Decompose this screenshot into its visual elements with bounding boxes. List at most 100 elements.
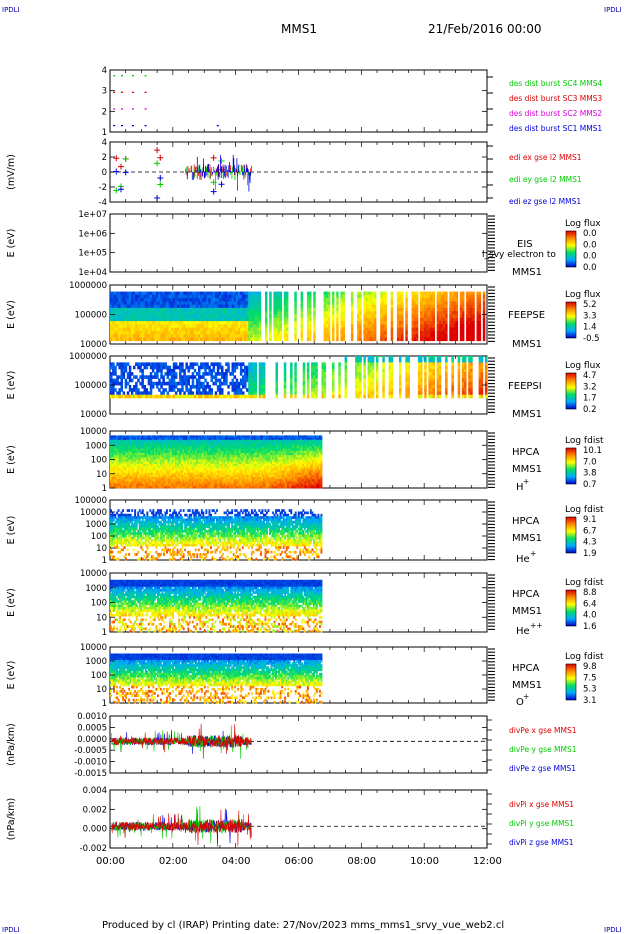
heatmap-cell xyxy=(187,435,190,438)
heatmap-cell xyxy=(432,301,435,306)
heatmap-cell xyxy=(200,330,203,335)
heatmap-cell xyxy=(143,439,146,443)
heatmap-cell xyxy=(432,391,435,395)
heatmap-cell xyxy=(190,450,193,454)
heatmap-cell xyxy=(178,468,181,471)
heatmap-cell xyxy=(119,448,121,452)
heatmap-cell xyxy=(231,368,234,373)
heatmap-cell xyxy=(134,442,137,445)
heatmap-cell xyxy=(122,311,126,315)
heatmap-cell xyxy=(415,324,419,328)
heatmap-cell xyxy=(135,330,138,335)
heatmap-cell xyxy=(200,362,203,366)
heatmap-cell xyxy=(134,461,137,465)
heatmap-cell xyxy=(181,483,184,487)
heatmap-cell xyxy=(155,450,158,454)
heatmap-cell xyxy=(373,298,377,302)
heatmap-cell xyxy=(189,385,193,389)
heatmap-cell xyxy=(399,394,402,399)
heatmap-cell xyxy=(166,468,168,471)
heatmap-cell xyxy=(311,385,314,389)
y-axis-label: E (eV) xyxy=(6,300,17,329)
heatmap-cell xyxy=(111,457,114,460)
heatmap-cell xyxy=(176,479,179,482)
heatmap-cell xyxy=(118,311,121,315)
heatmap-cell xyxy=(145,330,149,335)
heatmap-cell xyxy=(118,334,121,338)
heatmap-cell xyxy=(120,452,123,456)
heatmap-cell xyxy=(172,317,176,322)
heatmap-cell xyxy=(133,301,136,306)
heatmap-cell xyxy=(428,378,431,383)
heatmap-cell xyxy=(168,301,172,306)
heatmap-cell xyxy=(176,450,179,454)
heatmap-cell xyxy=(137,455,140,458)
heatmap-cell xyxy=(476,314,479,319)
heatmap-cell xyxy=(482,317,486,322)
heatmap-cell xyxy=(210,368,213,373)
heatmap-cell xyxy=(204,324,207,328)
heatmap-cell xyxy=(123,466,126,469)
heatmap-cell xyxy=(258,391,262,395)
heatmap-cell xyxy=(371,304,375,309)
heatmap-cell xyxy=(382,327,385,332)
heatmap-cell xyxy=(149,372,153,376)
y-tick-label: 3 xyxy=(102,87,107,97)
heatmap-cell xyxy=(166,483,168,487)
heatmap-cell xyxy=(135,301,138,306)
heatmap-cell xyxy=(246,330,249,335)
heatmap-cell xyxy=(254,378,257,383)
heatmap-cell xyxy=(384,291,387,296)
heatmap-cell xyxy=(424,388,427,392)
heatmap-cell xyxy=(110,450,112,454)
heatmap-cell xyxy=(113,468,115,471)
heatmap-cell xyxy=(382,362,385,366)
heatmap-cell xyxy=(126,291,130,296)
heatmap-cell xyxy=(300,291,304,296)
heatmap-cell xyxy=(174,301,178,306)
heatmap-cell xyxy=(190,446,193,449)
heatmap-cell xyxy=(300,307,304,312)
heatmap-cell xyxy=(170,294,174,299)
heatmap-cell xyxy=(376,356,379,360)
heatmap-cell xyxy=(151,368,155,373)
heatmap-cell xyxy=(242,394,245,399)
heatmap-cell xyxy=(184,481,187,484)
heatmap-cell xyxy=(457,359,461,363)
heatmap-cell xyxy=(269,337,272,342)
heatmap-cell xyxy=(478,359,482,363)
heatmap-cell xyxy=(160,307,163,312)
heatmap-cell xyxy=(131,470,134,474)
heatmap-cell xyxy=(147,442,150,445)
heatmap-cell xyxy=(189,317,193,322)
heatmap-cell xyxy=(242,391,245,395)
heatmap-cell xyxy=(336,327,339,332)
heatmap-cell xyxy=(449,337,452,342)
heatmap-cell xyxy=(119,479,121,482)
heatmap-cell xyxy=(227,307,230,312)
heatmap-cell xyxy=(449,307,452,312)
heatmap-cell xyxy=(365,327,368,332)
heatmap-cell xyxy=(156,381,159,386)
heatmap-cell xyxy=(202,291,205,296)
heatmap-cell xyxy=(193,394,197,399)
heatmap-cell xyxy=(428,327,431,332)
heatmap-cell xyxy=(132,435,135,438)
heatmap-cell xyxy=(158,468,161,471)
heatmap-cell xyxy=(138,452,141,456)
heatmap-cell xyxy=(152,483,155,487)
heatmap-cell xyxy=(250,375,253,379)
heatmap-cell xyxy=(484,388,488,392)
heatmap-cell xyxy=(135,385,138,389)
heatmap-cell xyxy=(445,307,448,312)
heatmap-cell xyxy=(417,385,421,389)
heatmap-cell xyxy=(193,321,197,325)
heatmap-cell xyxy=(294,365,297,370)
heatmap-cell xyxy=(112,298,115,302)
heatmap-cell xyxy=(112,385,115,389)
heatmap-cell xyxy=(464,375,467,379)
heatmap-cell xyxy=(195,372,199,376)
heatmap-cell xyxy=(118,307,121,312)
heatmap-cell xyxy=(440,291,444,296)
heatmap-cell xyxy=(248,365,251,370)
